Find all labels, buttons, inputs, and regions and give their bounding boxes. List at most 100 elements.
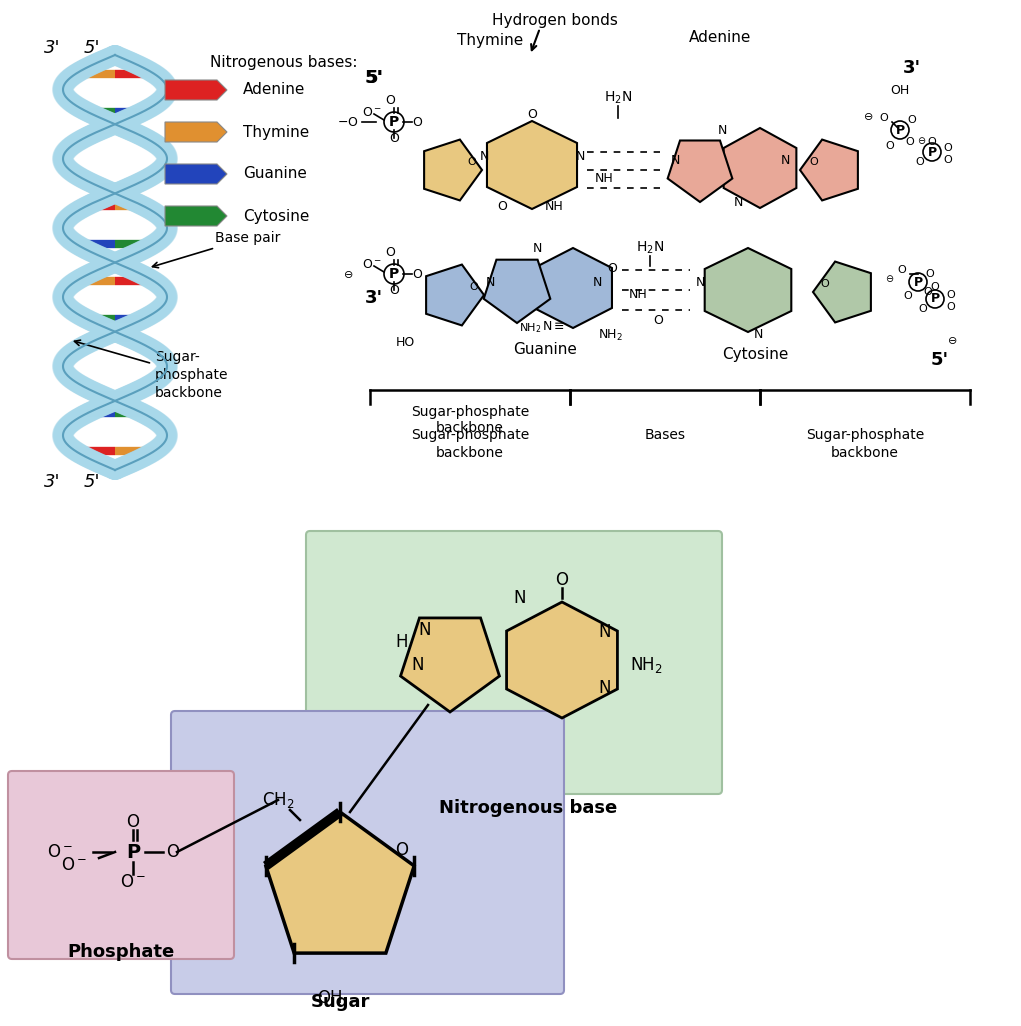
Text: Nitrogenous base: Nitrogenous base [439,799,617,817]
Text: O: O [810,157,819,167]
Text: 5': 5' [84,39,100,57]
Text: N: N [598,623,612,641]
Polygon shape [506,602,618,718]
Text: O: O [930,282,939,292]
Text: N: N [695,276,704,288]
Text: O$^-$: O$^-$ [362,106,382,118]
Text: O: O [946,290,956,300]
Text: $-$O: $-$O [337,116,358,128]
Text: Hydrogen bonds: Hydrogen bonds [492,12,618,28]
Text: Cytosine: Cytosine [243,208,309,224]
Polygon shape [668,141,732,202]
Text: O: O [880,113,888,123]
Text: O: O [607,262,617,275]
Text: P: P [927,146,936,158]
Text: O$^-$: O$^-$ [120,873,146,891]
Text: O: O [497,200,507,213]
Polygon shape [800,140,858,200]
Text: O: O [897,265,907,275]
Text: N: N [780,154,789,166]
Text: H: H [396,633,408,652]
Text: O: O [127,813,140,831]
Text: 3': 3' [364,289,383,307]
Text: O: O [166,843,180,861]
Text: O: O [527,109,537,121]
Text: O: O [885,141,894,151]
Polygon shape [487,121,577,209]
Text: N: N [532,241,542,254]
Polygon shape [813,262,871,322]
Text: O: O [385,245,395,259]
Text: 5': 5' [366,69,384,87]
Polygon shape [165,122,227,142]
Polygon shape [534,248,612,328]
Text: O: O [946,302,956,312]
Text: O: O [904,291,913,301]
Text: O$^-$: O$^-$ [61,856,87,874]
Text: P: P [389,267,399,281]
Text: OH: OH [318,989,343,1007]
Text: O: O [821,279,829,289]
Text: Nitrogenous bases:: Nitrogenous bases: [210,54,357,70]
Text: O: O [385,93,395,107]
Text: Bases: Bases [644,428,685,442]
Text: Adenine: Adenine [243,82,305,97]
Text: Base pair: Base pair [152,231,281,268]
Text: H$_2$N: H$_2$N [636,240,664,256]
Text: O: O [928,137,936,147]
Text: N: N [411,656,425,674]
FancyBboxPatch shape [8,771,234,959]
Text: Adenine: Adenine [689,31,751,45]
Text: $\ominus$: $\ominus$ [885,273,894,283]
Polygon shape [165,164,227,184]
Text: Cytosine: Cytosine [722,348,788,362]
Text: N: N [514,589,526,607]
Polygon shape [165,80,227,100]
Text: 3': 3' [903,60,921,77]
Text: Thymine: Thymine [456,33,523,47]
Text: P: P [914,276,923,288]
Text: O: O [389,283,399,297]
Text: 3': 3' [44,473,60,491]
Text: Sugar-phosphate
backbone: Sugar-phosphate backbone [410,428,529,461]
Text: O: O [943,155,953,165]
Text: OH: OH [890,83,910,96]
Text: N: N [485,276,495,289]
Text: $\ominus$: $\ominus$ [343,269,353,279]
Text: 3': 3' [44,39,60,57]
Text: O$^-$: O$^-$ [362,258,382,271]
Text: Guanine: Guanine [243,166,307,182]
Text: O: O [943,143,953,153]
Text: P: P [895,123,905,136]
Text: Sugar-phosphate
backbone: Sugar-phosphate backbone [410,405,529,435]
FancyBboxPatch shape [171,711,564,994]
Polygon shape [400,618,499,712]
Text: O$^-$: O$^-$ [47,843,72,861]
Text: NH: NH [629,288,647,302]
Text: Sugar-phosphate
backbone: Sugar-phosphate backbone [806,428,924,461]
Text: P: P [389,115,399,129]
Text: Phosphate: Phosphate [67,943,175,961]
Text: N: N [598,679,612,697]
Text: N: N [479,151,489,163]
Text: Thymine: Thymine [243,124,309,140]
Text: O: O [926,269,934,279]
Polygon shape [724,128,796,208]
Text: O: O [395,841,408,859]
Text: O: O [412,116,422,128]
Text: O: O [555,571,569,589]
Text: 5': 5' [931,351,950,369]
Text: O: O [916,157,924,167]
Text: N: N [592,276,601,289]
Polygon shape [704,248,791,332]
Text: N: N [575,151,585,163]
Text: NH$_2$: NH$_2$ [597,327,623,343]
Polygon shape [426,265,484,325]
Text: NH: NH [594,171,614,185]
Text: O: O [919,304,927,314]
Text: NH$_2$: NH$_2$ [630,655,663,675]
Text: O: O [470,282,479,292]
Text: N: N [733,197,742,209]
Text: 5': 5' [364,69,383,87]
Text: Guanine: Guanine [514,343,577,357]
